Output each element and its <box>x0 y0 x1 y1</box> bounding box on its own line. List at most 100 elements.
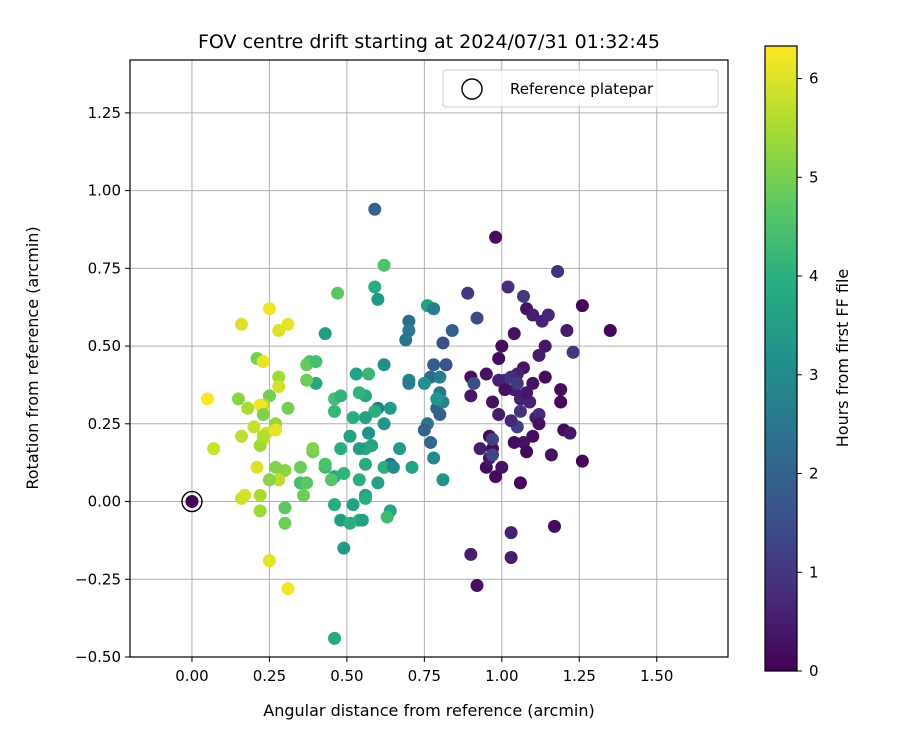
data-point <box>377 460 391 474</box>
data-point <box>368 404 382 418</box>
data-point <box>554 395 568 409</box>
data-point <box>358 491 372 505</box>
data-point <box>250 460 264 474</box>
data-point <box>467 376 481 390</box>
data-point <box>479 367 493 381</box>
data-point <box>327 404 341 418</box>
data-point <box>324 473 338 487</box>
data-point <box>507 435 521 449</box>
data-point <box>362 367 376 381</box>
data-point <box>566 345 580 359</box>
data-point <box>293 460 307 474</box>
data-point <box>253 488 267 502</box>
data-point <box>262 473 276 487</box>
data-point <box>486 432 500 446</box>
data-point <box>402 314 416 328</box>
data-point <box>470 311 484 325</box>
data-point <box>272 379 286 393</box>
data-point <box>526 376 540 390</box>
data-point <box>399 333 413 347</box>
data-point <box>231 392 245 406</box>
data-point <box>343 429 357 443</box>
colorbar-label: Hours from first FF file <box>833 269 852 448</box>
colorbar-ticks: 0 1 2 3 4 5 6 <box>797 70 819 680</box>
data-point <box>207 442 221 456</box>
y-axis-ticks: −0.50 −0.25 0.00 0.25 0.50 0.75 1.00 1.25 <box>75 104 130 666</box>
data-point <box>327 631 341 645</box>
data-point <box>253 504 267 518</box>
data-point <box>281 401 295 415</box>
data-point <box>498 383 512 397</box>
data-point <box>327 498 341 512</box>
data-point <box>352 386 366 400</box>
y-axis-label: Rotation from reference (arcmin) <box>23 226 42 489</box>
data-point <box>281 582 295 596</box>
data-point <box>200 392 214 406</box>
grid <box>130 60 728 658</box>
data-point <box>495 339 509 353</box>
plot-frame <box>129 59 729 658</box>
colorbar-tick-label: 2 <box>809 465 819 483</box>
x-tick-label: 0.50 <box>330 667 363 685</box>
colorbar: 0 1 2 3 4 5 6 Hours from first FF file <box>764 45 852 680</box>
data-point <box>371 476 385 490</box>
data-point <box>393 442 407 456</box>
data-point <box>417 376 431 390</box>
data-point <box>575 299 589 313</box>
data-point <box>318 457 332 471</box>
data-point <box>278 516 292 530</box>
data-point <box>563 426 577 440</box>
data-point <box>430 392 444 406</box>
data-point <box>445 324 459 338</box>
data-point <box>337 541 351 555</box>
data-point <box>486 448 500 462</box>
data-point <box>346 498 360 512</box>
data-point <box>272 473 286 487</box>
data-point <box>358 457 372 471</box>
data-point <box>603 324 617 338</box>
data-point <box>427 358 441 372</box>
legend: Reference platepar <box>442 69 719 108</box>
data-point <box>436 336 450 350</box>
colorbar-tick-label: 4 <box>809 267 819 285</box>
data-point <box>368 202 382 216</box>
data-point <box>300 373 314 387</box>
data-point <box>402 376 416 390</box>
data-point <box>405 460 419 474</box>
data-point <box>486 395 500 409</box>
reference-marker-group <box>181 490 203 513</box>
x-tick-label: 0.75 <box>408 667 441 685</box>
data-point <box>520 386 534 400</box>
data-point <box>334 389 348 403</box>
data-point <box>309 355 323 369</box>
data-point <box>461 286 475 300</box>
data-point <box>439 358 453 372</box>
data-point <box>501 280 515 294</box>
data-point <box>538 339 552 353</box>
data-point <box>256 429 270 443</box>
data-point <box>334 442 348 456</box>
data-point <box>427 302 441 316</box>
x-tick-label: 1.00 <box>485 667 518 685</box>
data-point <box>349 367 363 381</box>
data-point <box>492 352 506 365</box>
data-point <box>343 516 357 530</box>
data-point <box>278 501 292 515</box>
data-point <box>551 264 565 278</box>
y-tick-label: 0.00 <box>88 493 121 511</box>
data-point <box>492 373 506 387</box>
data-point <box>526 308 540 322</box>
colorbar-tick-label: 0 <box>809 662 819 680</box>
data-point <box>262 389 276 403</box>
data-point <box>235 317 249 331</box>
data-point <box>464 389 478 403</box>
data-point <box>262 554 276 568</box>
data-point <box>427 451 441 465</box>
y-tick-label: −0.50 <box>75 648 121 666</box>
data-point <box>473 442 487 456</box>
data-point <box>235 429 249 443</box>
data-point <box>507 327 521 341</box>
data-points <box>185 202 617 645</box>
data-point <box>495 460 509 474</box>
